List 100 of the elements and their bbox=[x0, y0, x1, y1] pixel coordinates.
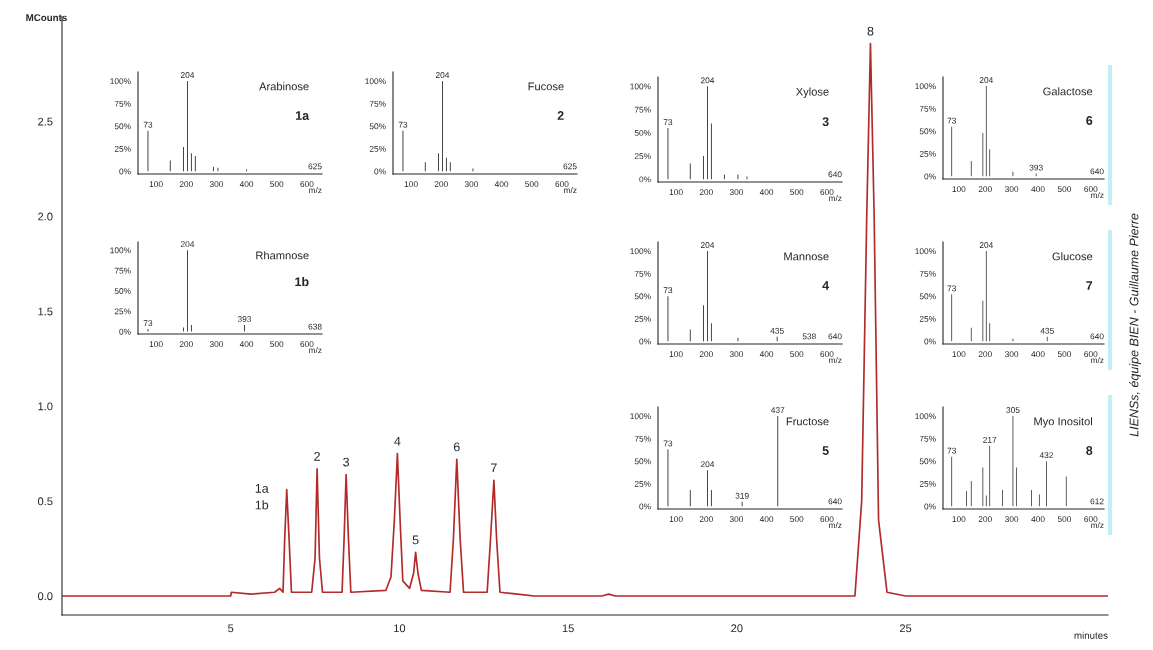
x-axis-title: m/z bbox=[309, 187, 322, 194]
annotation: 204 bbox=[979, 77, 993, 83]
annotation: 640 bbox=[1090, 168, 1104, 175]
x-axis-title: minutes bbox=[1074, 631, 1108, 639]
annotation: 2 bbox=[314, 451, 320, 461]
text: 3 bbox=[822, 117, 829, 127]
annotation: 73 bbox=[663, 440, 673, 447]
annotation: 204 bbox=[700, 461, 715, 468]
annotation: 435 bbox=[1040, 327, 1054, 334]
y-tick-label: 75% bbox=[114, 100, 131, 107]
text: 1a bbox=[296, 111, 310, 120]
annotation: 640 bbox=[828, 498, 842, 505]
x-axis-title: m/z bbox=[829, 195, 842, 202]
x-tick-label: 100 bbox=[952, 351, 966, 358]
y-tick-label: 2.0 bbox=[38, 212, 53, 221]
annotation: 319 bbox=[735, 492, 749, 499]
annotation: 7 bbox=[491, 463, 497, 473]
y-tick-label: 2.5 bbox=[38, 117, 53, 126]
y-tick-label: 50% bbox=[919, 293, 936, 300]
annotation: 1b bbox=[255, 500, 269, 510]
y-tick-label: 50% bbox=[919, 458, 936, 465]
y-tick-label: 75% bbox=[114, 267, 131, 274]
y-tick-label: 50% bbox=[634, 293, 651, 300]
annotation: 432 bbox=[1039, 452, 1053, 459]
y-tick-label: 0.0 bbox=[37, 592, 53, 601]
y-tick-label: 0% bbox=[119, 168, 131, 175]
y-tick-label: 100% bbox=[110, 78, 131, 85]
y-tick-label: 50% bbox=[919, 128, 936, 135]
y-tick-label: 0% bbox=[119, 328, 131, 335]
y-tick-label: 25% bbox=[634, 315, 651, 322]
y-tick-label: 0% bbox=[924, 173, 936, 180]
y-tick-label: 50% bbox=[114, 288, 131, 294]
y-tick-label: 0% bbox=[639, 176, 651, 183]
text: Fructose bbox=[786, 417, 829, 426]
x-tick-label: 15 bbox=[562, 624, 574, 633]
annotation: 612 bbox=[1090, 498, 1104, 505]
y-tick-label: 75% bbox=[634, 106, 651, 113]
x-tick-label: 200 bbox=[978, 351, 992, 358]
x-tick-label: 500 bbox=[1057, 351, 1072, 358]
y-tick-label: 75% bbox=[919, 435, 936, 442]
y-tick-label: 25% bbox=[114, 145, 131, 152]
x-tick-label: 100 bbox=[149, 341, 163, 348]
x-axis-title: m/z bbox=[1091, 522, 1104, 529]
annotation: 437 bbox=[770, 407, 785, 413]
annotation: 4 bbox=[394, 436, 401, 446]
y-tick-label: 100% bbox=[630, 83, 651, 90]
x-tick-label: 600 bbox=[300, 341, 314, 348]
annotation: 5 bbox=[412, 535, 419, 545]
x-tick-label: 5 bbox=[228, 624, 234, 633]
x-axis-title: m/z bbox=[564, 187, 577, 194]
x-tick-label: 600 bbox=[1084, 186, 1098, 193]
text: 5 bbox=[822, 446, 829, 455]
y-tick-label: 100% bbox=[630, 413, 651, 420]
x-tick-label: 300 bbox=[729, 516, 744, 523]
x-tick-label: 300 bbox=[1004, 516, 1019, 523]
text: 7 bbox=[1086, 281, 1093, 290]
annotation: 3 bbox=[343, 457, 350, 467]
y-tick-label: 75% bbox=[919, 105, 936, 112]
text: 8 bbox=[1086, 446, 1093, 455]
x-tick-label: 200 bbox=[978, 186, 992, 193]
x-tick-label: 600 bbox=[820, 351, 834, 358]
line-series bbox=[62, 42, 1108, 597]
annotation: 204 bbox=[700, 77, 715, 84]
x-tick-label: 400 bbox=[759, 189, 774, 196]
y-tick-label: 0% bbox=[374, 168, 386, 175]
y-tick-label: 50% bbox=[634, 129, 651, 136]
x-tick-label: 500 bbox=[790, 189, 804, 196]
annotation: 204 bbox=[180, 72, 195, 78]
text: Arabinose bbox=[259, 82, 309, 91]
y-tick-label: 100% bbox=[630, 248, 651, 255]
x-tick-label: 200 bbox=[179, 341, 193, 348]
y-tick-label: 1.5 bbox=[38, 307, 53, 316]
annotation: 73 bbox=[143, 320, 153, 327]
y-tick-label: 25% bbox=[919, 315, 936, 322]
x-tick-label: 600 bbox=[300, 181, 314, 188]
x-tick-label: 300 bbox=[209, 181, 224, 188]
x-tick-label: 500 bbox=[525, 181, 539, 188]
y-tick-label: 25% bbox=[634, 480, 651, 487]
text: 4 bbox=[822, 281, 830, 290]
x-tick-label: 300 bbox=[209, 341, 224, 348]
x-axis-title: m/z bbox=[829, 357, 842, 364]
x-tick-label: 25 bbox=[899, 624, 912, 633]
x-tick-label: 300 bbox=[1004, 186, 1019, 193]
x-tick-label: 400 bbox=[759, 516, 774, 523]
x-tick-label: 400 bbox=[494, 181, 509, 188]
y-tick-label: 0% bbox=[639, 503, 651, 510]
y-tick-label: 100% bbox=[365, 78, 386, 85]
annotation: 73 bbox=[663, 287, 673, 294]
annotation: 204 bbox=[180, 241, 195, 248]
x-tick-label: 600 bbox=[1084, 351, 1098, 358]
x-axis-title: m/z bbox=[1091, 357, 1104, 364]
annotation: 6 bbox=[453, 442, 460, 452]
x-tick-label: 500 bbox=[1057, 516, 1072, 523]
x-tick-label: 100 bbox=[404, 181, 418, 188]
annotation: 73 bbox=[398, 121, 408, 128]
text: Xylose bbox=[796, 87, 829, 98]
text: 2 bbox=[557, 111, 564, 120]
x-axis-title: m/z bbox=[829, 522, 842, 529]
y-tick-label: 75% bbox=[369, 100, 386, 107]
y-tick-label: 0.5 bbox=[37, 497, 53, 506]
